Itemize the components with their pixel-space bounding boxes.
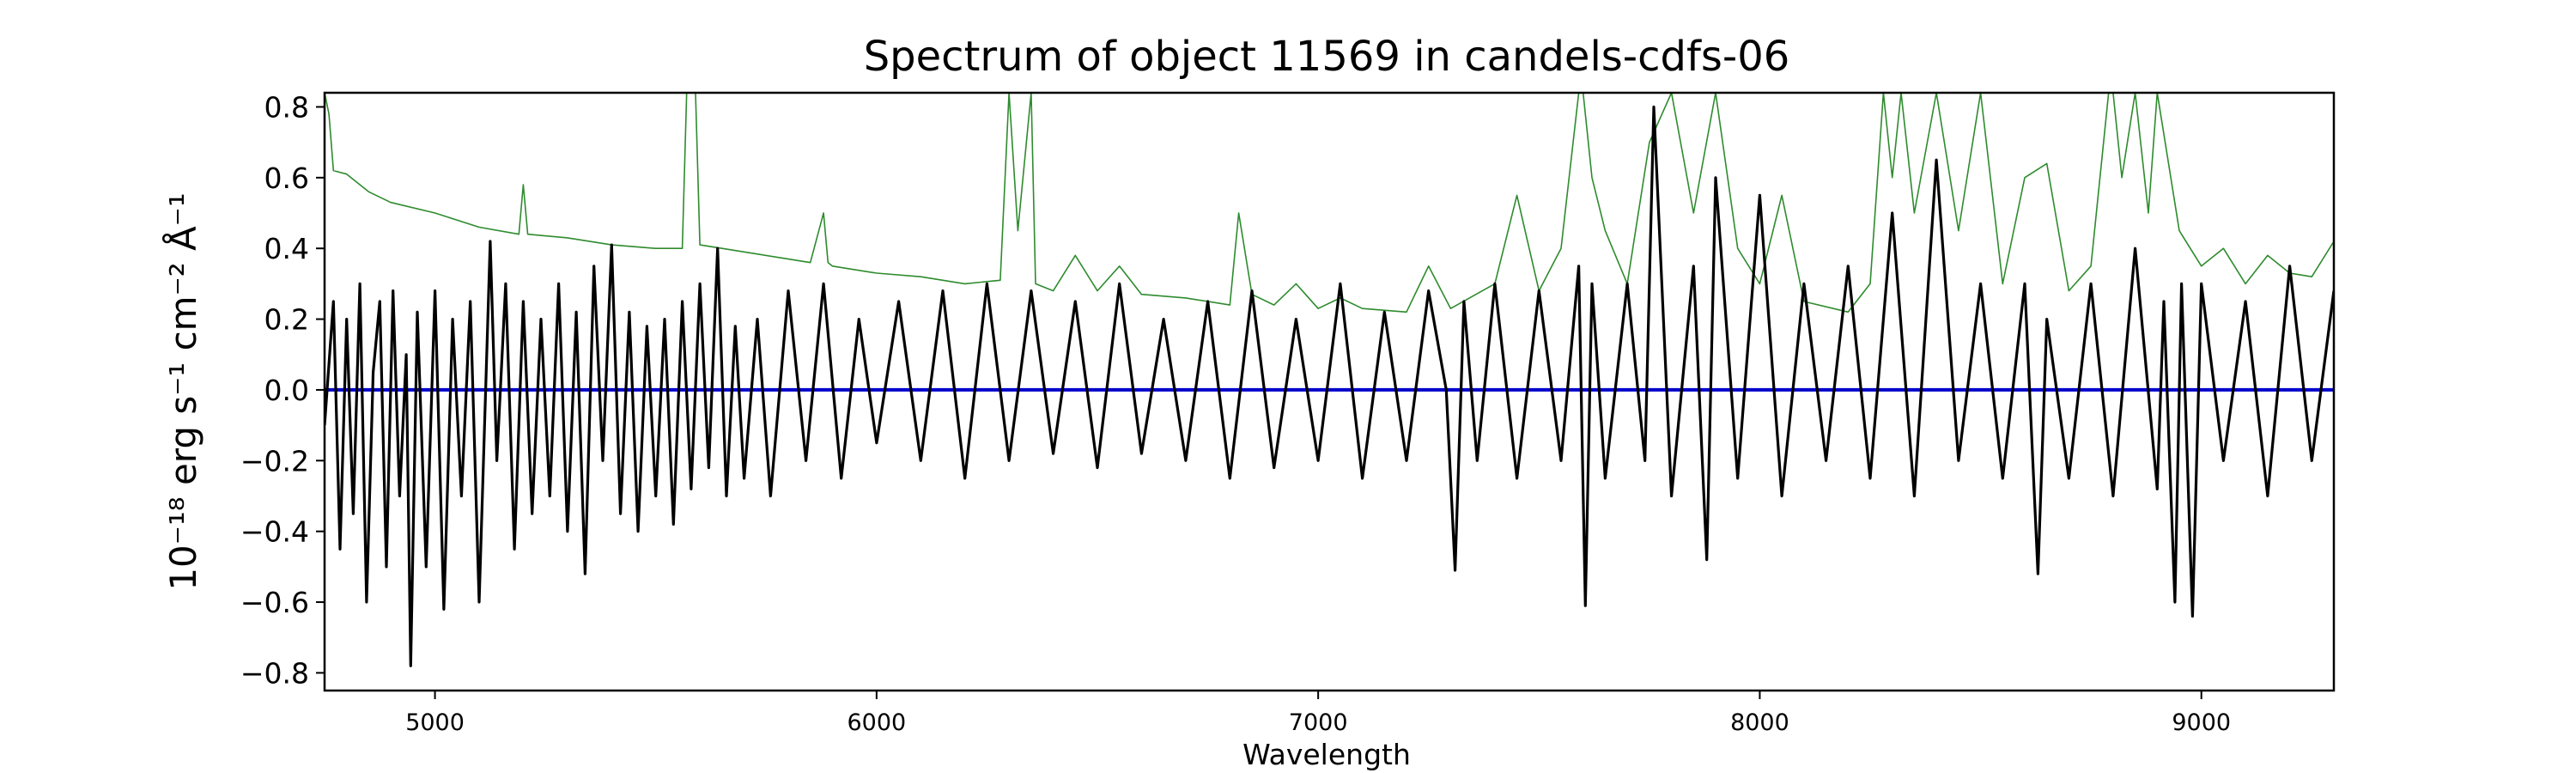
y-axis-label: 10⁻¹⁸ erg s⁻¹ cm⁻² Å⁻¹: [161, 192, 204, 590]
y-tick-label: −0.4: [240, 515, 309, 549]
series-layer: [325, 93, 2334, 667]
y-tick-label: 0.0: [264, 374, 309, 407]
y-tick-label: −0.6: [240, 586, 309, 619]
x-tick-label: 5000: [405, 709, 465, 736]
x-axis-label: Wavelength: [1242, 738, 1411, 771]
y-axis: −0.8 −0.6 −0.4 −0.2 0.0 0.2 0.4 0.6 0.8: [240, 90, 325, 690]
y-tick-label: −0.2: [240, 444, 309, 478]
plot-frame: [323, 91, 2336, 692]
y-tick-label: −0.8: [240, 656, 309, 690]
y-tick-label: 0.4: [264, 232, 309, 265]
x-tick-label: 8000: [1730, 709, 1789, 736]
x-tick-label: 6000: [847, 709, 906, 736]
series-error-line: [325, 93, 2334, 313]
chart-title: Spectrum of object 11569 in candels-cdfs…: [864, 33, 1790, 81]
y-tick-label: 0.8: [264, 90, 309, 124]
y-tick-label: 0.2: [264, 303, 309, 337]
y-tick-label: 0.6: [264, 161, 309, 195]
x-tick-label: 9000: [2172, 709, 2231, 736]
series-flux-line: [325, 105, 2334, 667]
x-tick-label: 7000: [1289, 709, 1348, 736]
x-axis: 5000 6000 7000 8000 9000: [405, 691, 2231, 736]
